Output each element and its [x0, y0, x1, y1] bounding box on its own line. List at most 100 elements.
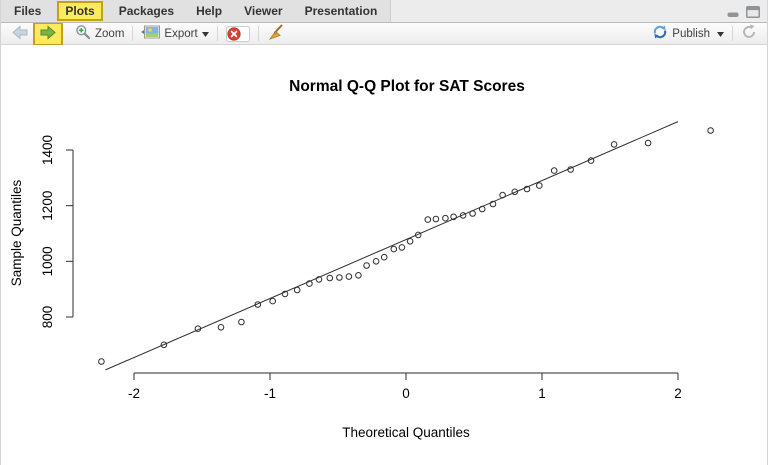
- refresh-icon: [741, 24, 757, 43]
- data-point: [326, 274, 334, 282]
- data-point: [610, 141, 618, 148]
- tab-strip: Files Plots Packages Help Viewer Present…: [1, 0, 767, 23]
- tab-files[interactable]: Files: [3, 0, 52, 22]
- data-point: [293, 286, 301, 294]
- toolbar-separator: [216, 26, 218, 41]
- maximize-icon[interactable]: [746, 5, 760, 23]
- x-tick-label: 2: [674, 386, 682, 401]
- back-arrow-icon: [11, 24, 29, 44]
- y-tick-label: 1200: [40, 191, 55, 221]
- tab-presentation-label: Presentation: [304, 4, 378, 18]
- data-point: [336, 274, 343, 281]
- axes: [66, 149, 679, 380]
- tab-help[interactable]: Help: [185, 0, 233, 22]
- qq-plot-svg: Normal Q-Q Plot for SAT Scores Theoretic…: [9, 78, 714, 440]
- toolbar-separator: [132, 26, 134, 41]
- window-controls: [727, 5, 760, 23]
- tab-packages[interactable]: Packages: [108, 0, 185, 22]
- data-point: [281, 290, 289, 298]
- remove-plot-button[interactable]: [222, 25, 254, 43]
- forward-button[interactable]: [37, 24, 59, 44]
- data-point: [489, 200, 497, 208]
- data-point: [306, 280, 313, 287]
- data-point: [459, 212, 467, 219]
- data-point: [587, 157, 595, 164]
- data-point: [380, 253, 388, 261]
- publish-button-label: Publish: [672, 27, 710, 40]
- tab-plots-label: Plots: [57, 1, 103, 21]
- data-point: [238, 318, 245, 326]
- data-point: [390, 245, 398, 253]
- data-point: [432, 215, 440, 223]
- zoom-button-label: Zoom: [95, 27, 125, 40]
- plots-toolbar: Zoom Export: [1, 21, 767, 46]
- zoom-button[interactable]: Zoom: [71, 23, 128, 44]
- forward-arrow-icon: [39, 24, 57, 44]
- data-point: [194, 325, 202, 333]
- data-point: [160, 341, 168, 349]
- x-axis-label: Theoretical Quantiles: [342, 425, 470, 440]
- data-point: [523, 185, 531, 193]
- tick-labels: -2 -1 0 1 2 800 1000 1200 1400: [40, 135, 682, 401]
- data-points: [98, 127, 714, 365]
- data-point: [315, 276, 323, 283]
- data-point: [644, 139, 652, 147]
- x-tick-label: -2: [128, 386, 140, 401]
- tab-packages-label: Packages: [118, 4, 175, 18]
- tab-viewer[interactable]: Viewer: [233, 0, 293, 22]
- tab-presentation[interactable]: Presentation: [294, 0, 389, 22]
- back-button[interactable]: [7, 23, 33, 45]
- data-point: [442, 214, 449, 222]
- publish-dropdown-caret-icon: [717, 28, 724, 40]
- data-point: [345, 273, 353, 280]
- data-point: [414, 231, 422, 239]
- data-point: [363, 262, 370, 269]
- data-point: [478, 205, 486, 213]
- data-point: [254, 301, 262, 308]
- y-tick-label: 1000: [40, 246, 55, 276]
- y-axis-label: Sample Quantiles: [9, 179, 24, 286]
- data-point: [424, 216, 432, 223]
- export-button[interactable]: Export: [137, 24, 212, 43]
- data-point: [567, 166, 574, 173]
- data-point: [217, 324, 225, 331]
- minimize-icon[interactable]: [727, 5, 739, 23]
- export-image-icon: [141, 25, 161, 42]
- publish-button[interactable]: Publish: [648, 23, 728, 44]
- tab-group: Files Plots Packages Help Viewer Present…: [1, 0, 392, 22]
- publish-icon: [652, 24, 668, 43]
- reference-line: [105, 121, 679, 371]
- zoom-magnifier-icon: [75, 24, 91, 43]
- plot-display-area: Normal Q-Q Plot for SAT Scores Theoretic…: [1, 45, 767, 464]
- data-point: [511, 188, 519, 196]
- tab-files-label: Files: [14, 4, 42, 18]
- x-tick-label: 1: [538, 386, 546, 401]
- data-point: [707, 127, 714, 134]
- data-point: [398, 244, 406, 251]
- refresh-button[interactable]: [737, 23, 761, 44]
- data-point: [536, 182, 543, 189]
- tab-help-label: Help: [196, 4, 223, 18]
- toolbar-separator: [732, 26, 733, 41]
- tab-plots[interactable]: Plots: [52, 0, 107, 22]
- data-point: [469, 210, 476, 217]
- data-point: [98, 358, 105, 365]
- data-point: [499, 191, 506, 199]
- y-tick-label: 800: [40, 306, 55, 329]
- export-button-label: Export: [164, 27, 198, 40]
- data-point: [372, 258, 380, 265]
- data-point: [355, 272, 362, 279]
- clear-plots-button[interactable]: [263, 23, 288, 45]
- tab-viewer-label: Viewer: [244, 4, 283, 18]
- plot-title: Normal Q-Q Plot for SAT Scores: [289, 78, 525, 95]
- data-point: [550, 167, 558, 174]
- data-point: [450, 213, 457, 221]
- data-point: [406, 238, 414, 245]
- x-tick-label: 0: [402, 386, 410, 401]
- y-tick-label: 1400: [40, 135, 55, 165]
- export-dropdown-caret-icon: [201, 28, 209, 40]
- broom-icon: [267, 24, 284, 44]
- forward-button-highlight: [33, 21, 63, 46]
- data-point: [269, 297, 277, 305]
